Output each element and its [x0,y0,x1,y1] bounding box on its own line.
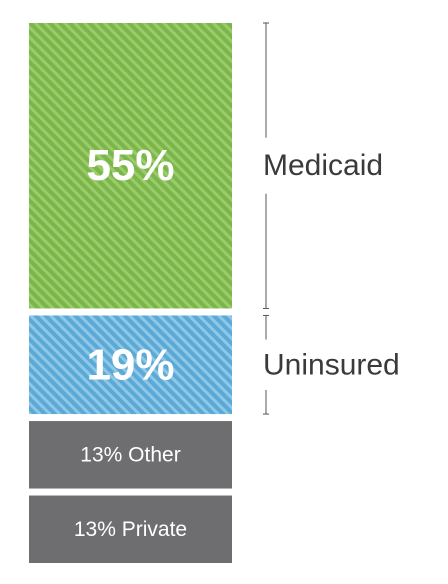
data-label-13-other: 13% Other [80,443,180,466]
data-label-uninsured: 19% [86,340,174,389]
bar-segment-13-private [29,495,232,563]
category-label-medicaid: Medicaid [263,149,383,182]
data-label-13-private: 13% Private [74,518,187,541]
bar-segment-13-other [29,421,232,489]
category-label-uninsured: Uninsured [263,348,400,381]
bar-segment-uninsured [29,315,232,415]
data-label-medicaid: 55% [86,141,174,190]
bar-segment-medicaid [29,23,232,309]
